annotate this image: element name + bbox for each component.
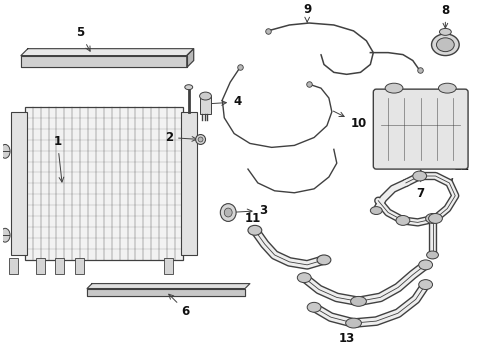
- Bar: [199, 96, 211, 114]
- Ellipse shape: [0, 144, 10, 158]
- Bar: [11, 112, 27, 255]
- Ellipse shape: [412, 171, 426, 181]
- Ellipse shape: [436, 38, 453, 51]
- Ellipse shape: [199, 92, 211, 100]
- Text: 11: 11: [244, 212, 263, 240]
- Bar: [55, 258, 64, 274]
- Ellipse shape: [427, 213, 442, 224]
- Ellipse shape: [369, 207, 382, 215]
- Bar: [9, 258, 18, 274]
- Ellipse shape: [438, 83, 455, 93]
- Text: 1: 1: [53, 135, 63, 182]
- Ellipse shape: [220, 204, 236, 221]
- Ellipse shape: [195, 135, 205, 144]
- Bar: [181, 112, 196, 255]
- Text: 10: 10: [333, 111, 366, 130]
- Ellipse shape: [224, 208, 232, 217]
- Ellipse shape: [439, 28, 450, 35]
- Polygon shape: [87, 284, 249, 288]
- Text: 5: 5: [76, 26, 90, 51]
- Bar: [163, 258, 173, 274]
- Text: 6: 6: [168, 294, 189, 318]
- Ellipse shape: [297, 273, 310, 283]
- Text: 2: 2: [164, 131, 196, 144]
- Bar: [75, 258, 84, 274]
- Ellipse shape: [425, 213, 439, 224]
- Ellipse shape: [247, 225, 261, 235]
- Text: 4: 4: [208, 95, 241, 108]
- Polygon shape: [21, 49, 193, 55]
- Ellipse shape: [316, 255, 330, 265]
- Polygon shape: [87, 288, 244, 296]
- Ellipse shape: [418, 280, 432, 289]
- Text: 3: 3: [230, 204, 266, 217]
- Ellipse shape: [385, 83, 402, 93]
- Polygon shape: [186, 49, 193, 67]
- Ellipse shape: [431, 34, 458, 55]
- Ellipse shape: [350, 296, 366, 306]
- Text: 9: 9: [303, 3, 311, 22]
- Text: 8: 8: [440, 4, 448, 28]
- Text: 13: 13: [338, 321, 354, 345]
- Bar: [36, 258, 44, 274]
- Ellipse shape: [345, 318, 361, 328]
- Ellipse shape: [395, 216, 409, 225]
- Ellipse shape: [418, 260, 432, 270]
- Ellipse shape: [198, 137, 203, 142]
- Text: 7: 7: [416, 170, 424, 200]
- Ellipse shape: [0, 228, 10, 242]
- Ellipse shape: [306, 302, 320, 312]
- FancyBboxPatch shape: [372, 89, 467, 169]
- Ellipse shape: [184, 85, 192, 90]
- Ellipse shape: [426, 251, 438, 259]
- Polygon shape: [21, 55, 186, 67]
- Bar: [25, 107, 183, 260]
- Text: 12: 12: [447, 159, 469, 184]
